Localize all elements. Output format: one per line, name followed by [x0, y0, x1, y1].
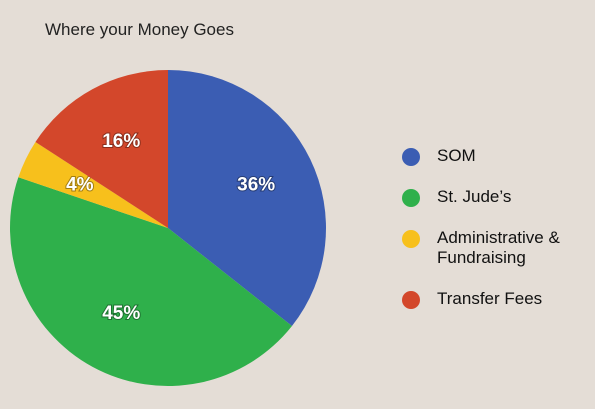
legend: SOM St. Jude’s Administrative & Fundraisin… — [402, 146, 582, 330]
pie-slice — [35, 70, 168, 228]
pie-slice — [9, 177, 292, 387]
legend-item: Administrative & Fundraising — [402, 228, 577, 268]
legend-swatch — [402, 291, 420, 309]
legend-item: SOM — [402, 146, 577, 166]
legend-label: SOM — [437, 146, 476, 165]
legend-label: Transfer Fees — [437, 289, 543, 308]
pie-slice — [18, 142, 169, 228]
pie-slice — [168, 70, 327, 326]
legend-label: Administrative & Fundraising — [437, 228, 560, 267]
legend-item: Transfer Fees — [402, 289, 577, 309]
data-label: 4% — [66, 174, 94, 195]
data-label: 16% — [102, 131, 140, 152]
chart-title: Where your Money Goes — [45, 20, 234, 39]
legend-item: St. Jude’s — [402, 187, 577, 207]
data-label: 45% — [102, 303, 140, 324]
legend-swatch — [402, 148, 420, 166]
data-label: 36% — [237, 174, 275, 195]
legend-label: St. Jude’s — [437, 187, 512, 206]
legend-swatch — [402, 189, 420, 207]
legend-swatch — [402, 230, 420, 248]
